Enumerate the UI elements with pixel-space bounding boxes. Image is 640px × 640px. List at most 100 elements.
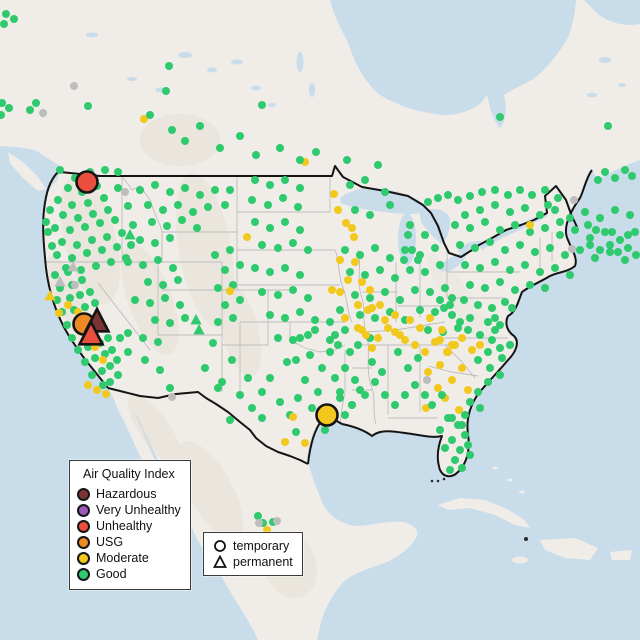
station-marker[interactable] (454, 196, 462, 204)
station-marker[interactable] (166, 384, 174, 392)
station-marker[interactable] (296, 308, 304, 316)
station-marker[interactable] (508, 304, 516, 312)
station-marker[interactable] (368, 344, 376, 352)
station-marker[interactable] (281, 314, 289, 322)
station-marker[interactable] (404, 231, 412, 239)
station-marker[interactable] (26, 106, 34, 114)
station-marker[interactable] (341, 246, 349, 254)
station-marker[interactable] (236, 132, 244, 140)
station-marker[interactable] (426, 314, 434, 322)
station-marker[interactable] (63, 321, 71, 329)
station-marker[interactable] (436, 261, 444, 269)
station-marker[interactable] (334, 206, 342, 214)
station-marker[interactable] (100, 194, 108, 202)
station-marker[interactable] (176, 301, 184, 309)
station-marker[interactable] (458, 334, 466, 342)
station-marker[interactable] (344, 276, 352, 284)
station-marker[interactable] (124, 348, 132, 356)
station-marker[interactable] (218, 378, 226, 386)
station-marker[interactable] (461, 411, 469, 419)
station-marker[interactable] (376, 266, 384, 274)
station-marker[interactable] (351, 291, 359, 299)
station-marker[interactable] (458, 464, 466, 472)
station-marker[interactable] (301, 376, 309, 384)
station-marker[interactable] (331, 374, 339, 382)
station-marker[interactable] (411, 341, 419, 349)
station-marker[interactable] (229, 314, 237, 322)
station-marker[interactable] (281, 218, 289, 226)
station-marker[interactable] (474, 301, 482, 309)
station-marker[interactable] (229, 281, 237, 289)
station-marker[interactable] (448, 341, 456, 349)
station-marker[interactable] (274, 244, 282, 252)
station-marker[interactable] (127, 241, 135, 249)
station-marker[interactable] (254, 512, 262, 520)
station-marker[interactable] (584, 221, 592, 229)
station-marker[interactable] (0, 99, 6, 107)
station-marker[interactable] (621, 256, 629, 264)
station-marker[interactable] (444, 414, 452, 422)
station-marker[interactable] (466, 398, 474, 406)
station-marker[interactable] (461, 261, 469, 269)
station-marker[interactable] (591, 254, 599, 262)
station-marker[interactable] (292, 356, 300, 364)
station-marker[interactable] (166, 319, 174, 327)
station-marker[interactable] (311, 316, 319, 324)
station-marker[interactable] (189, 208, 197, 216)
station-marker[interactable] (371, 244, 379, 252)
station-marker[interactable] (414, 354, 422, 362)
station-marker[interactable] (304, 246, 312, 254)
station-marker[interactable] (168, 393, 176, 401)
station-marker[interactable] (436, 336, 444, 344)
station-marker[interactable] (89, 210, 97, 218)
station-marker[interactable] (68, 254, 76, 262)
station-marker[interactable] (336, 256, 344, 264)
station-marker[interactable] (91, 299, 99, 307)
station-marker[interactable] (631, 228, 639, 236)
station-marker[interactable] (162, 87, 170, 95)
station-marker[interactable] (214, 384, 222, 392)
station-marker[interactable] (258, 241, 266, 249)
station-marker[interactable] (151, 239, 159, 247)
station-marker[interactable] (566, 271, 574, 279)
station-marker[interactable] (336, 306, 344, 314)
station-marker[interactable] (56, 166, 64, 174)
station-marker[interactable] (74, 214, 82, 222)
station-marker[interactable] (476, 206, 484, 214)
station-marker[interactable] (248, 404, 256, 412)
station-marker[interactable] (491, 201, 499, 209)
station-marker[interactable] (476, 264, 484, 272)
station-marker[interactable] (258, 101, 266, 109)
station-marker[interactable] (99, 356, 107, 364)
station-marker[interactable] (358, 278, 366, 286)
station-marker[interactable] (304, 294, 312, 302)
station-marker[interactable] (274, 291, 282, 299)
station-marker[interactable] (209, 339, 217, 347)
station-marker[interactable] (348, 401, 356, 409)
station-marker[interactable] (154, 256, 162, 264)
station-marker[interactable] (466, 281, 474, 289)
station-marker[interactable] (391, 311, 399, 319)
station-marker[interactable] (266, 311, 274, 319)
station-marker[interactable] (66, 226, 74, 234)
station-marker[interactable] (106, 378, 114, 386)
station-marker[interactable] (106, 362, 114, 370)
station-marker[interactable] (141, 356, 149, 364)
station-marker[interactable] (421, 391, 429, 399)
station-marker[interactable] (48, 242, 56, 250)
station-marker[interactable] (484, 378, 492, 386)
station-marker[interactable] (451, 221, 459, 229)
station-marker[interactable] (101, 166, 109, 174)
station-marker[interactable] (416, 324, 424, 332)
station-marker[interactable] (221, 301, 229, 309)
station-marker[interactable] (74, 346, 82, 354)
station-marker[interactable] (491, 314, 499, 322)
station-marker[interactable] (526, 281, 534, 289)
station-marker[interactable] (54, 276, 66, 287)
station-marker[interactable] (51, 224, 59, 232)
station-marker[interactable] (466, 224, 474, 232)
station-marker[interactable] (604, 122, 612, 130)
station-marker[interactable] (196, 122, 204, 130)
station-marker[interactable] (586, 234, 594, 242)
station-marker[interactable] (116, 334, 124, 342)
